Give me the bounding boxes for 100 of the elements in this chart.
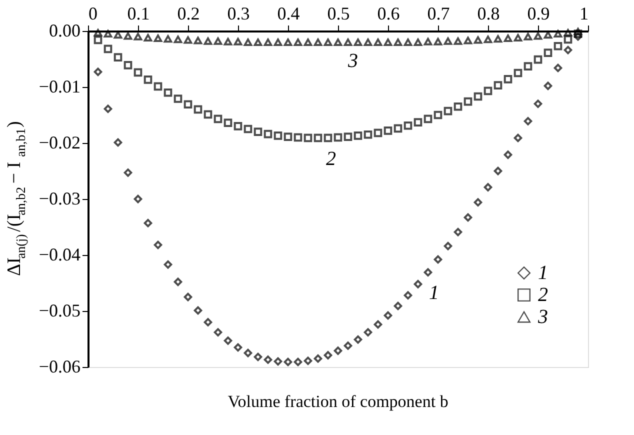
point xyxy=(224,38,232,46)
point xyxy=(354,38,362,46)
point xyxy=(404,38,412,46)
point xyxy=(574,28,582,36)
point xyxy=(484,183,492,192)
x-tick-label: 0.9 xyxy=(527,4,550,24)
point xyxy=(454,102,462,111)
point xyxy=(294,38,302,46)
point xyxy=(514,68,522,78)
point xyxy=(374,128,382,138)
point xyxy=(554,30,562,38)
x-tick-label: 0.7 xyxy=(427,4,450,24)
point xyxy=(274,357,282,366)
point xyxy=(564,28,572,36)
point xyxy=(204,37,212,45)
point xyxy=(94,68,102,76)
point xyxy=(544,48,552,58)
point xyxy=(394,124,402,133)
y-tick-label: −0.06 xyxy=(38,356,80,376)
point xyxy=(174,36,182,44)
point xyxy=(444,242,452,250)
point xyxy=(504,150,512,159)
point xyxy=(234,38,242,46)
point xyxy=(94,36,102,44)
point xyxy=(134,68,142,77)
y-tick-label: −0.05 xyxy=(38,300,80,320)
point xyxy=(484,86,492,96)
point xyxy=(494,166,502,176)
point xyxy=(524,62,532,70)
point xyxy=(104,44,112,54)
point xyxy=(504,75,512,84)
point xyxy=(414,280,422,288)
point xyxy=(334,38,342,46)
x-tick-label: 0 xyxy=(88,4,98,24)
point xyxy=(324,351,332,360)
point xyxy=(324,38,332,46)
point xyxy=(444,37,452,45)
point xyxy=(264,38,272,46)
point xyxy=(444,106,452,116)
point xyxy=(214,328,222,336)
point xyxy=(404,121,412,130)
point xyxy=(264,356,272,364)
point xyxy=(554,42,562,50)
point xyxy=(364,130,372,139)
point xyxy=(344,132,352,142)
point xyxy=(494,35,502,43)
point xyxy=(124,61,132,70)
point xyxy=(574,30,582,38)
point xyxy=(304,356,312,365)
point xyxy=(164,88,172,97)
point xyxy=(534,100,542,108)
point xyxy=(564,46,572,54)
point xyxy=(534,32,542,40)
x-tick-label: 0.6 xyxy=(377,4,400,24)
point xyxy=(434,255,442,264)
point xyxy=(104,104,112,113)
point xyxy=(554,64,562,72)
y-tick-label: −0.01 xyxy=(38,76,80,96)
y-tick-label: −0.04 xyxy=(38,244,80,264)
point xyxy=(184,100,192,109)
x-tick-label: 0.5 xyxy=(327,4,350,24)
point xyxy=(284,38,292,46)
point xyxy=(464,97,472,106)
point xyxy=(174,94,182,103)
point xyxy=(104,30,112,38)
point xyxy=(544,82,552,90)
point xyxy=(194,36,202,44)
point xyxy=(314,354,322,363)
x-tick-label: 0.2 xyxy=(177,4,200,24)
point xyxy=(254,38,262,46)
point xyxy=(254,128,262,136)
point xyxy=(244,348,252,358)
point xyxy=(244,124,252,134)
point xyxy=(154,240,162,250)
point xyxy=(264,130,272,138)
point xyxy=(234,122,242,130)
point xyxy=(284,358,292,366)
legend-label: 1 xyxy=(538,262,548,284)
point xyxy=(274,38,282,46)
point xyxy=(204,318,212,326)
point xyxy=(144,34,152,42)
point xyxy=(314,38,322,46)
annotation: 2 xyxy=(326,148,336,170)
point xyxy=(524,32,532,40)
x-tick-label: 0.4 xyxy=(277,4,300,24)
point xyxy=(254,352,262,362)
point xyxy=(114,53,122,62)
y-tick-label: −0.02 xyxy=(38,132,80,152)
y-axis-title: ΔIan(j)/(Ian,b2 − Ian,b1) xyxy=(4,121,28,276)
point xyxy=(224,118,232,128)
x-tick-label: 0.8 xyxy=(477,4,500,24)
point xyxy=(534,55,542,64)
point xyxy=(114,138,122,147)
point xyxy=(294,358,302,366)
point xyxy=(304,134,312,142)
annotation: 1 xyxy=(429,282,439,304)
y-tick-label: −0.03 xyxy=(38,188,80,208)
point xyxy=(174,278,182,286)
point xyxy=(204,110,212,119)
point xyxy=(164,35,172,43)
